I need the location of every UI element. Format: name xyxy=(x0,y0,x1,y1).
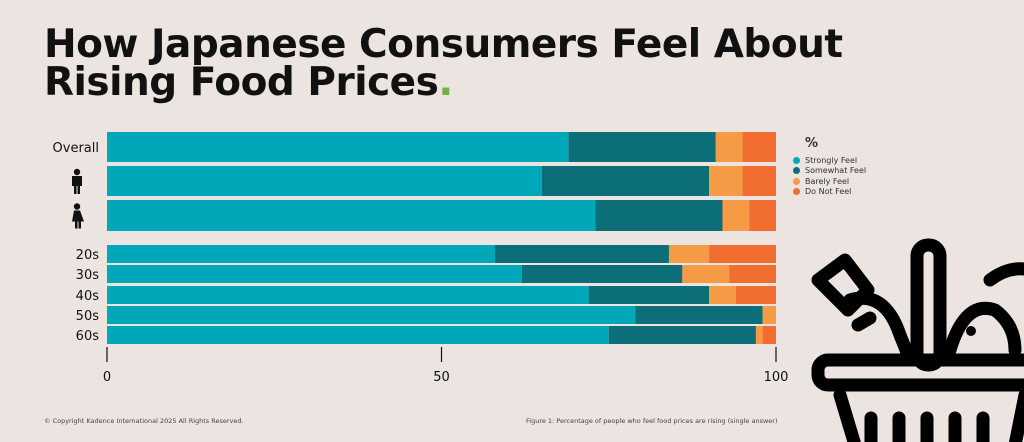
category-label: Overall xyxy=(53,141,99,156)
legend-swatch xyxy=(793,177,800,185)
legend-label: Barely Feel xyxy=(805,176,850,186)
x-tick-label: 50 xyxy=(433,370,450,385)
x-tick-label: 100 xyxy=(764,370,789,385)
bar-20s-barely-feel xyxy=(668,245,710,263)
legend-item: Strongly Feel xyxy=(793,155,866,166)
bar-20s-somewhat-feel xyxy=(495,245,669,263)
bar-40s-somewhat-feel xyxy=(588,286,710,304)
title-dot: . xyxy=(438,60,453,105)
category-label: 20s xyxy=(76,248,100,263)
bar-overall-barely-feel xyxy=(715,132,743,162)
category-label: 60s xyxy=(76,329,100,344)
bar-60s-barely-feel xyxy=(755,326,763,344)
bar-male-barely-feel xyxy=(709,166,743,196)
x-tick-label: 0 xyxy=(103,370,111,385)
category-label: 30s xyxy=(76,268,100,283)
bar-female-strongly-feel xyxy=(107,200,596,231)
bar-20s-do-not-feel xyxy=(709,245,776,263)
bar-30s-strongly-feel xyxy=(107,265,522,283)
bar-female-somewhat-feel xyxy=(595,200,723,231)
bar-male-somewhat-feel xyxy=(541,166,710,196)
bar-50s-somewhat-feel xyxy=(635,306,763,324)
bar-50s-barely-feel xyxy=(762,306,776,324)
shopping-basket-icon xyxy=(811,238,1024,442)
bar-female-barely-feel xyxy=(722,200,750,231)
title-line-2: Rising Food Prices xyxy=(44,60,439,105)
bar-female-do-not-feel xyxy=(749,200,776,231)
female-icon xyxy=(72,203,84,229)
bar-overall-somewhat-feel xyxy=(568,132,716,162)
bar-30s-barely-feel xyxy=(682,265,730,283)
bar-60s-somewhat-feel xyxy=(608,326,756,344)
bar-20s-strongly-feel xyxy=(107,245,496,263)
legend: % Strongly Feel Somewhat Feel Barely Feel D… xyxy=(793,136,866,197)
bar-60s-do-not-feel xyxy=(762,326,776,344)
legend-label: Strongly Feel xyxy=(805,155,858,165)
legend-swatch xyxy=(793,188,800,196)
bar-40s-strongly-feel xyxy=(107,286,589,304)
legend-item: Somewhat Feel xyxy=(793,166,866,177)
category-label: 40s xyxy=(76,289,100,304)
legend-item: Do Not Feel xyxy=(793,187,866,198)
male-icon xyxy=(72,168,82,194)
legend-label: Do Not Feel xyxy=(805,187,852,197)
bar-60s-strongly-feel xyxy=(107,326,609,344)
figure-caption: Figure 1: Percentage of people who feel … xyxy=(526,417,778,425)
legend-swatch xyxy=(793,167,800,175)
bar-overall-do-not-feel xyxy=(742,132,776,162)
category-label: 50s xyxy=(76,309,100,324)
legend-title: % xyxy=(805,136,819,151)
copyright-text: © Copyright Kadence International 2025 A… xyxy=(44,417,244,425)
chart-title: How Japanese Consumers Feel About Rising … xyxy=(44,25,843,105)
title-line-1: How Japanese Consumers Feel About xyxy=(44,22,843,67)
legend-label: Somewhat Feel xyxy=(805,166,867,176)
bar-male-strongly-feel xyxy=(107,166,542,196)
bar-40s-barely-feel xyxy=(709,286,736,304)
legend-swatch xyxy=(793,156,800,164)
legend-item: Barely Feel xyxy=(793,176,866,187)
bar-overall-strongly-feel xyxy=(107,132,569,162)
bar-40s-do-not-feel xyxy=(735,286,776,304)
bar-50s-strongly-feel xyxy=(107,306,636,324)
bar-30s-do-not-feel xyxy=(729,265,776,283)
bar-male-do-not-feel xyxy=(742,166,776,196)
bar-30s-somewhat-feel xyxy=(521,265,683,283)
